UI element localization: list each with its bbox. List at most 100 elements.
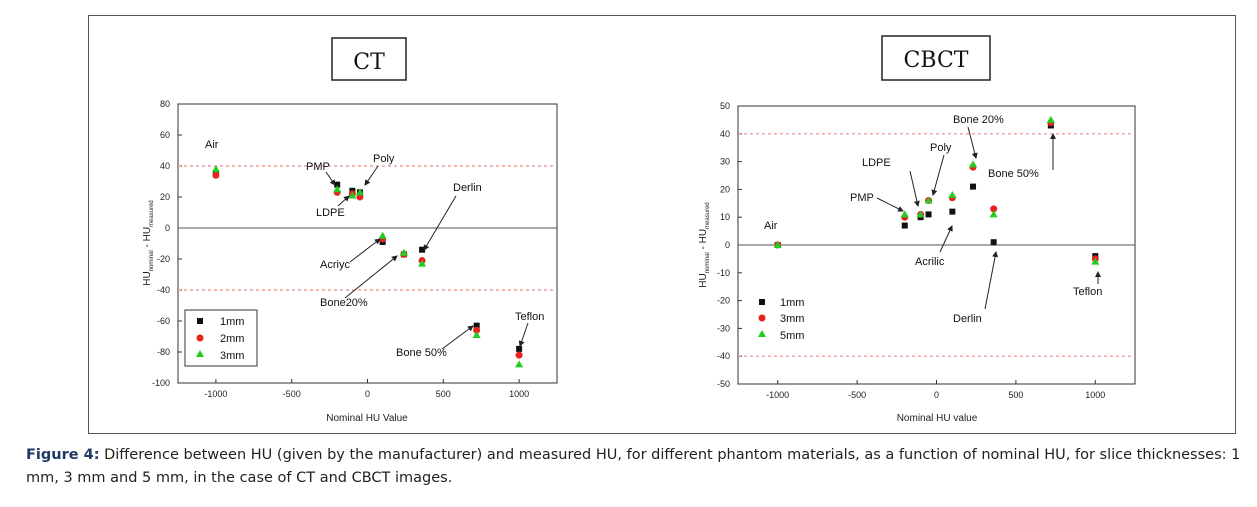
cbct-annotation-pmp: PMP <box>850 192 874 204</box>
cbct-annotation-air: Air <box>764 220 778 232</box>
ct-axes: -1000 -500 0 500 1000 -100 -80 -60 -40 -20 0 20 40 60… <box>152 99 529 399</box>
ct-y-tick-label: 60 <box>160 130 170 140</box>
ct-annotation-poly: Poly <box>373 153 395 165</box>
cbct-x-tick-label: 1000 <box>1085 390 1105 400</box>
cbct-point-1mm <box>949 208 956 215</box>
cbct-legend-label-5mm: 5mm <box>780 330 804 342</box>
cbct-annotation-teflon: Teflon <box>1073 286 1102 298</box>
ct-legend-marker-2mm <box>196 334 204 342</box>
ct-point-2mm <box>473 326 481 334</box>
cbct-legend-marker-3mm <box>758 314 766 322</box>
ct-annotation-ldpe: LDPE <box>316 207 345 219</box>
cbct-annotation-acrilic: Acrilic <box>915 256 945 268</box>
cbct-y-tick-label: 50 <box>720 101 730 111</box>
figure-frame <box>88 15 1236 434</box>
cbct-y-tick-label: -50 <box>717 379 730 389</box>
cbct-annotation-poly: Poly <box>930 142 952 154</box>
ct-x-tick-label: -500 <box>283 389 301 399</box>
ct-point-1mm <box>419 246 426 253</box>
ct-y-tick-label: -100 <box>152 378 170 388</box>
ct-annotation-teflon: Teflon <box>515 311 544 323</box>
cbct-point-5mm <box>916 210 925 218</box>
cbct-annotation-bone20: Bone 20% <box>953 114 1004 126</box>
ct-y-tick-label: -80 <box>157 347 170 357</box>
cbct-annotations: Air PMP LDPE Poly Bone 20% Bone 50% Acri… <box>764 114 1102 325</box>
ct-y-tick-label: 0 <box>165 223 170 233</box>
cbct-point-5mm <box>924 196 933 204</box>
ct-point-3mm <box>378 231 387 239</box>
cbct-point-1mm <box>901 222 908 229</box>
ct-reference-lines <box>178 165 557 291</box>
cbct-x-tick-label: 0 <box>934 390 939 400</box>
ct-chart: CT -1000 -500 0 500 1000 -100 -80 -60 -40 -20 0 20 4… <box>142 37 558 424</box>
ct-title-box: CT <box>331 37 407 81</box>
ct-x-tick-label: 500 <box>436 389 451 399</box>
cbct-point-1mm <box>925 211 932 218</box>
ct-annotation-acryc: Acriyc <box>320 259 350 271</box>
ct-point-3mm <box>333 185 342 193</box>
ct-data-points <box>211 165 524 368</box>
cbct-chart: CBCT -1000 -500 0 500 1000 -50 -40 -30 -20 -10 0 10… <box>698 35 1136 424</box>
ct-point-3mm <box>472 330 481 338</box>
ct-x-tick-label: -1000 <box>204 389 227 399</box>
ct-annotation-arrows <box>325 165 529 350</box>
ct-title: CT <box>353 50 385 75</box>
ct-x-tick-label: 0 <box>365 389 370 399</box>
ct-y-tick-label: 80 <box>160 99 170 109</box>
cbct-point-1mm <box>990 239 997 246</box>
cbct-y-tick-label: -30 <box>717 323 730 333</box>
cbct-legend-marker-1mm <box>759 299 765 305</box>
cbct-point-5mm <box>969 160 978 168</box>
ct-point-1mm <box>473 322 480 329</box>
ct-legend-marker-1mm <box>197 318 203 324</box>
cbct-y-tick-label: 40 <box>720 129 730 139</box>
ct-point-3mm <box>211 165 220 173</box>
ct-annotation-derlin: Derlin <box>453 182 482 194</box>
ct-y-tick-label: 20 <box>160 192 170 202</box>
cbct-reference-lines <box>738 133 1135 357</box>
caption-label: Figure 4: <box>26 447 100 463</box>
ct-legend: 1mm 2mm 3mm <box>184 309 258 367</box>
cbct-x-axis-label: Nominal HU value <box>897 413 978 424</box>
cbct-y-tick-label: 20 <box>720 184 730 194</box>
cbct-x-tick-label: -500 <box>848 390 866 400</box>
figure-caption: Figure 4: Difference between HU (given b… <box>26 444 1246 490</box>
cbct-x-tick-label: 500 <box>1008 390 1023 400</box>
ct-point-3mm <box>418 259 427 267</box>
cbct-data-points <box>773 115 1100 265</box>
ct-annotations: Air PMP Poly LDPE Derlin Acriyc Bone20% … <box>205 139 544 359</box>
ct-legend-label-1mm: 1mm <box>220 316 244 328</box>
caption-text: Difference between HU (given by the manu… <box>26 447 1241 486</box>
ct-y-tick-label: -60 <box>157 316 170 326</box>
ct-x-axis-label: Nominal HU Value <box>326 413 408 424</box>
ct-point-1mm <box>516 345 523 352</box>
cbct-title: CBCT <box>904 48 969 73</box>
ct-point-3mm <box>515 360 524 368</box>
ct-annotation-bone50: Bone 50% <box>396 347 447 359</box>
ct-legend-label-2mm: 2mm <box>220 333 244 345</box>
ct-point-1mm <box>334 181 341 188</box>
cbct-x-tick-label: -1000 <box>766 390 789 400</box>
cbct-title-box: CBCT <box>881 35 991 81</box>
cbct-legend-label-1mm: 1mm <box>780 297 804 309</box>
cbct-y-axis-label: HUnominal - HUmeasured <box>698 202 711 288</box>
ct-annotation-air: Air <box>205 139 219 151</box>
ct-y-tick-label: -20 <box>157 254 170 264</box>
cbct-y-tick-label: 0 <box>725 240 730 250</box>
ct-y-axis-label: HUnominal - HUmeasured <box>142 200 155 286</box>
cbct-axes: -1000 -500 0 500 1000 -50 -40 -30 -20 -10 0 10 20 30 4… <box>717 101 1105 400</box>
ct-point-3mm <box>348 191 357 199</box>
cbct-point-3mm <box>990 205 998 213</box>
cbct-annotation-derlin: Derlin <box>953 313 982 325</box>
cbct-legend: 1mm 3mm 5mm <box>750 295 820 347</box>
ct-y-tick-label: 40 <box>160 161 170 171</box>
cbct-point-1mm <box>970 183 977 190</box>
cbct-legend-label-3mm: 3mm <box>780 313 804 325</box>
ct-x-tick-label: 1000 <box>509 389 529 399</box>
cbct-legend-marker-5mm <box>758 330 766 337</box>
cbct-y-tick-label: 10 <box>720 212 730 222</box>
ct-legend-label-3mm: 3mm <box>220 350 244 362</box>
cbct-y-tick-label: -10 <box>717 268 730 278</box>
ct-point-2mm <box>515 351 523 359</box>
charts-canvas: CT -1000 -500 0 500 1000-100-80-60-40-200204… <box>142 35 1136 424</box>
